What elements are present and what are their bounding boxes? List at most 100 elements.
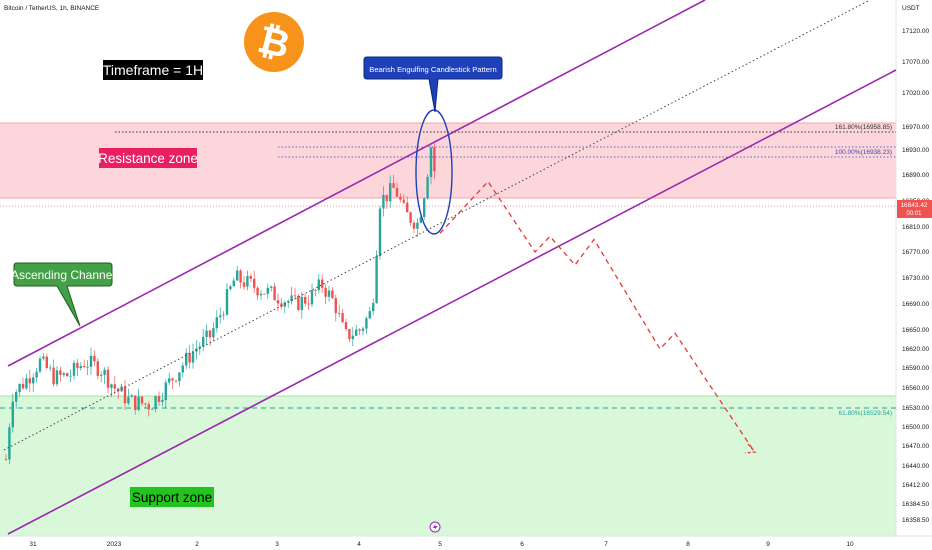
candle-bearish xyxy=(341,313,344,323)
candle-bullish xyxy=(372,303,375,312)
channel-lower-line[interactable] xyxy=(7,69,897,535)
channel-median-line[interactable] xyxy=(3,0,871,451)
candle-bullish xyxy=(161,400,164,402)
price-tick-label: 16412.00 xyxy=(902,482,929,489)
price-axis-panel[interactable] xyxy=(896,0,932,536)
price-tick-label: 16530.00 xyxy=(902,405,929,412)
candle-bearish xyxy=(96,361,99,376)
time-tick-label: 2 xyxy=(195,541,199,548)
projection-path[interactable] xyxy=(439,180,756,454)
candle-bullish xyxy=(42,356,45,359)
price-tick-label: 16384.50 xyxy=(902,501,929,508)
candle-bullish xyxy=(11,401,14,428)
candle-bullish xyxy=(110,384,113,388)
candle-bullish xyxy=(25,378,28,389)
candle-bearish xyxy=(409,212,412,223)
price-tick-label: 16590.00 xyxy=(902,365,929,372)
candle-bearish xyxy=(157,396,161,402)
candle-bullish xyxy=(100,374,103,376)
candle-bullish xyxy=(378,208,382,256)
candle-bullish xyxy=(229,286,232,290)
candle-bullish xyxy=(89,355,93,367)
candle-bullish xyxy=(426,176,429,199)
candle-bearish xyxy=(83,366,86,368)
pattern-callout-text: Bearish Engulfing Candlestick Pattern xyxy=(369,65,496,74)
current-price-badge[interactable] xyxy=(897,200,932,218)
candle-bullish xyxy=(35,371,38,378)
candle-bearish xyxy=(399,196,402,200)
price-tick-label: 17070.00 xyxy=(902,59,929,66)
candle-bullish xyxy=(327,290,331,297)
candle-bullish xyxy=(382,194,385,209)
candle-bullish xyxy=(232,280,235,287)
candle-bearish xyxy=(314,290,317,291)
candle-bearish xyxy=(324,287,327,297)
support-label: Support zone xyxy=(132,490,212,505)
candle-bullish xyxy=(137,396,140,410)
candle-bullish xyxy=(219,315,222,318)
lightning-icon[interactable] xyxy=(429,521,441,533)
pattern-callout xyxy=(363,56,503,113)
channel-upper-line[interactable] xyxy=(7,0,706,367)
candle-bullish xyxy=(8,427,11,460)
resistance-label: Resistance zone xyxy=(98,151,198,166)
candle-bearish xyxy=(4,459,8,461)
candle-bullish xyxy=(202,336,205,347)
price-tick-label: 16890.00 xyxy=(902,172,929,179)
candle-bearish xyxy=(307,303,310,305)
candle-bullish xyxy=(154,396,157,409)
projection-arrowhead xyxy=(744,443,757,454)
time-axis-panel[interactable] xyxy=(0,536,932,550)
candle-bullish xyxy=(49,367,52,369)
candle-bearish xyxy=(395,187,399,197)
candle-bearish xyxy=(174,380,178,382)
candle-bullish xyxy=(416,222,419,229)
time-tick-label: 2023 xyxy=(107,541,122,548)
timeframe-label: Timeframe = 1H xyxy=(103,62,203,78)
price-ticks: 17120.00 17070.00 17020.00 16970.00 16930.00… xyxy=(902,28,929,524)
pattern-ellipse[interactable] xyxy=(415,109,453,235)
candle-bullish xyxy=(259,293,263,296)
candle-bearish xyxy=(331,290,334,299)
candle-bullish xyxy=(429,147,433,177)
timeframe-label-bg xyxy=(103,60,203,80)
time-tick-label: 5 xyxy=(438,541,442,548)
candle-bearish xyxy=(171,378,174,381)
price-tick-label: 16730.00 xyxy=(902,275,929,282)
price-tick-label: 16770.00 xyxy=(902,249,929,256)
candle-bullish xyxy=(127,396,130,404)
candle-bullish xyxy=(225,289,229,315)
candle-bullish xyxy=(198,346,201,349)
candle-bearish xyxy=(273,286,276,301)
candle-bearish xyxy=(249,275,252,279)
price-tick-label: 16560.00 xyxy=(902,385,929,392)
time-tick-label: 7 xyxy=(604,541,608,548)
candle-bullish xyxy=(317,279,320,291)
support-zone xyxy=(0,396,896,536)
candle-bullish xyxy=(290,295,293,302)
candle-bullish xyxy=(355,329,358,336)
bitcoin-logo: ₿ xyxy=(244,12,304,72)
candle-bearish xyxy=(406,202,409,213)
candle-bearish xyxy=(263,293,266,295)
price-tick-label: 16358.50 xyxy=(902,517,929,524)
candle-bearish xyxy=(242,282,246,287)
candle-bearish xyxy=(123,386,127,404)
candle-bearish xyxy=(28,378,31,384)
candle-bullish xyxy=(103,369,106,375)
candle-bearish xyxy=(344,322,348,329)
channel-callout-text: Ascending Channel xyxy=(11,268,115,282)
candle-bullish xyxy=(368,311,371,319)
price-tick-label: 16440.00 xyxy=(902,463,929,470)
candle-bullish xyxy=(181,365,184,373)
candle-bullish xyxy=(365,318,368,329)
candles-group xyxy=(4,143,436,465)
price-tick-label: 16810.00 xyxy=(902,224,929,231)
candle-bullish xyxy=(423,198,426,217)
candle-bearish xyxy=(433,147,436,172)
candle-bullish xyxy=(178,372,181,382)
candle-bearish xyxy=(66,373,69,377)
time-tick-label: 6 xyxy=(520,541,524,548)
